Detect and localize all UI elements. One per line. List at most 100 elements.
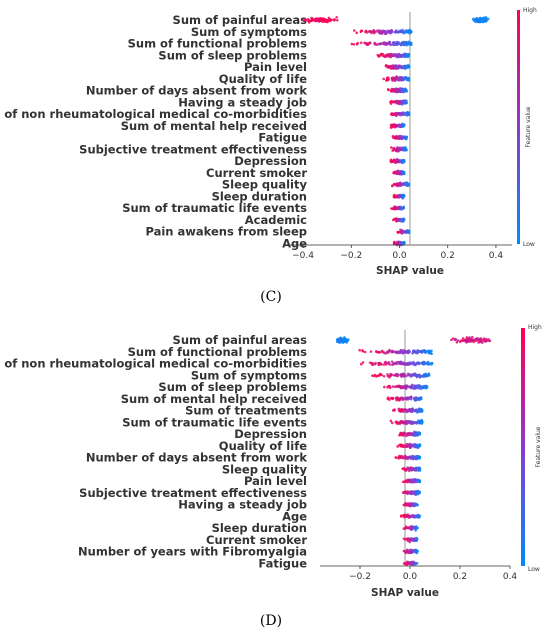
shap-point bbox=[404, 480, 407, 483]
shap-point bbox=[484, 340, 488, 343]
shap-point bbox=[391, 385, 395, 388]
shap-point bbox=[314, 17, 318, 20]
shap-point bbox=[405, 442, 409, 446]
shap-point bbox=[415, 515, 419, 518]
shap-point bbox=[393, 195, 397, 199]
shap-point bbox=[389, 126, 393, 129]
shap-point bbox=[396, 30, 400, 34]
shap-point bbox=[482, 337, 486, 340]
shap-point bbox=[430, 361, 434, 365]
shap-point bbox=[360, 29, 364, 33]
shap-point bbox=[394, 183, 398, 187]
shap-point bbox=[391, 89, 395, 93]
shap-point bbox=[475, 17, 478, 20]
shap-point bbox=[466, 340, 469, 344]
shap-point bbox=[318, 19, 321, 23]
shap-point bbox=[408, 514, 412, 518]
feature-label: Academic bbox=[245, 213, 307, 227]
feature-label: Sum of traumatic life events bbox=[122, 415, 307, 429]
shap-point bbox=[393, 53, 397, 57]
shap-point bbox=[319, 16, 322, 20]
shap-point bbox=[365, 31, 369, 34]
shap-point bbox=[384, 363, 388, 366]
shap-point bbox=[402, 193, 406, 197]
shap-point bbox=[396, 171, 399, 174]
shap-point bbox=[419, 407, 423, 411]
shap-point bbox=[320, 20, 324, 23]
shap-point bbox=[402, 351, 406, 354]
shap-point bbox=[386, 373, 389, 376]
shap-point bbox=[408, 32, 411, 35]
shap-point bbox=[406, 479, 409, 483]
shap-point bbox=[450, 338, 453, 342]
shap-point bbox=[458, 340, 462, 343]
shap-point bbox=[403, 397, 407, 400]
shap-point bbox=[395, 89, 398, 93]
shap-point bbox=[391, 149, 394, 152]
shap-point bbox=[380, 349, 384, 353]
shap-point bbox=[411, 374, 414, 377]
shap-point bbox=[390, 87, 394, 91]
shap-point bbox=[390, 421, 394, 425]
shap-point bbox=[405, 30, 409, 34]
shap-point bbox=[422, 348, 426, 352]
shap-point bbox=[377, 55, 381, 58]
shap-point bbox=[400, 76, 404, 80]
shap-point bbox=[405, 41, 409, 45]
shap-point bbox=[479, 17, 483, 20]
shap-point bbox=[418, 375, 422, 379]
feature-label: Number of days absent from work bbox=[86, 451, 307, 465]
feature-label: Quality of life bbox=[219, 72, 307, 86]
shap-point bbox=[411, 466, 415, 470]
shap-point bbox=[400, 101, 404, 105]
feature-label: Sum of functional problems bbox=[128, 345, 308, 359]
shap-point bbox=[358, 348, 361, 352]
shap-point bbox=[403, 550, 407, 553]
shap-point bbox=[472, 339, 475, 343]
shap-point bbox=[366, 43, 370, 47]
shap-point bbox=[399, 171, 402, 174]
shap-point bbox=[402, 241, 405, 245]
x-ticks: −0.4 −0.2 0.0 0.2 0.4 bbox=[292, 245, 503, 261]
shap-point bbox=[405, 445, 409, 448]
shap-point bbox=[395, 396, 398, 400]
shap-point bbox=[394, 137, 398, 140]
shap-point bbox=[416, 550, 419, 553]
shap-point bbox=[478, 20, 482, 24]
colorbar-title: Feature value bbox=[525, 106, 532, 147]
shap-point bbox=[409, 551, 412, 554]
shap-point bbox=[418, 480, 421, 483]
shap-point bbox=[411, 407, 414, 411]
x-tick-label: 0.4 bbox=[503, 572, 518, 582]
shap-point bbox=[475, 337, 479, 341]
shap-point bbox=[382, 374, 386, 378]
shap-point bbox=[417, 373, 421, 377]
x-tick-label: −0.2 bbox=[349, 572, 371, 582]
shap-point bbox=[406, 66, 409, 69]
shap-point bbox=[416, 490, 420, 494]
shap-point bbox=[406, 374, 410, 377]
shap-point bbox=[395, 55, 398, 59]
shap-point bbox=[380, 363, 383, 366]
shap-point bbox=[392, 136, 395, 139]
shap-point bbox=[430, 352, 433, 356]
shap-point bbox=[387, 360, 391, 364]
shap-point bbox=[400, 66, 404, 69]
feature-label: Sum of mental help received bbox=[121, 119, 307, 133]
shap-point bbox=[412, 350, 415, 353]
shap-point bbox=[390, 65, 394, 69]
shap-point bbox=[409, 525, 413, 528]
shap-point bbox=[408, 361, 412, 364]
shap-point bbox=[392, 43, 396, 46]
shap-point bbox=[373, 362, 377, 366]
shap-point bbox=[414, 456, 418, 460]
feature-label: Pain level bbox=[244, 474, 307, 488]
shap-point bbox=[403, 491, 406, 494]
shap-point bbox=[404, 87, 407, 91]
shap-point bbox=[468, 336, 471, 339]
shap-point bbox=[402, 111, 406, 115]
shap-point bbox=[401, 396, 405, 400]
shap-point bbox=[389, 146, 393, 149]
